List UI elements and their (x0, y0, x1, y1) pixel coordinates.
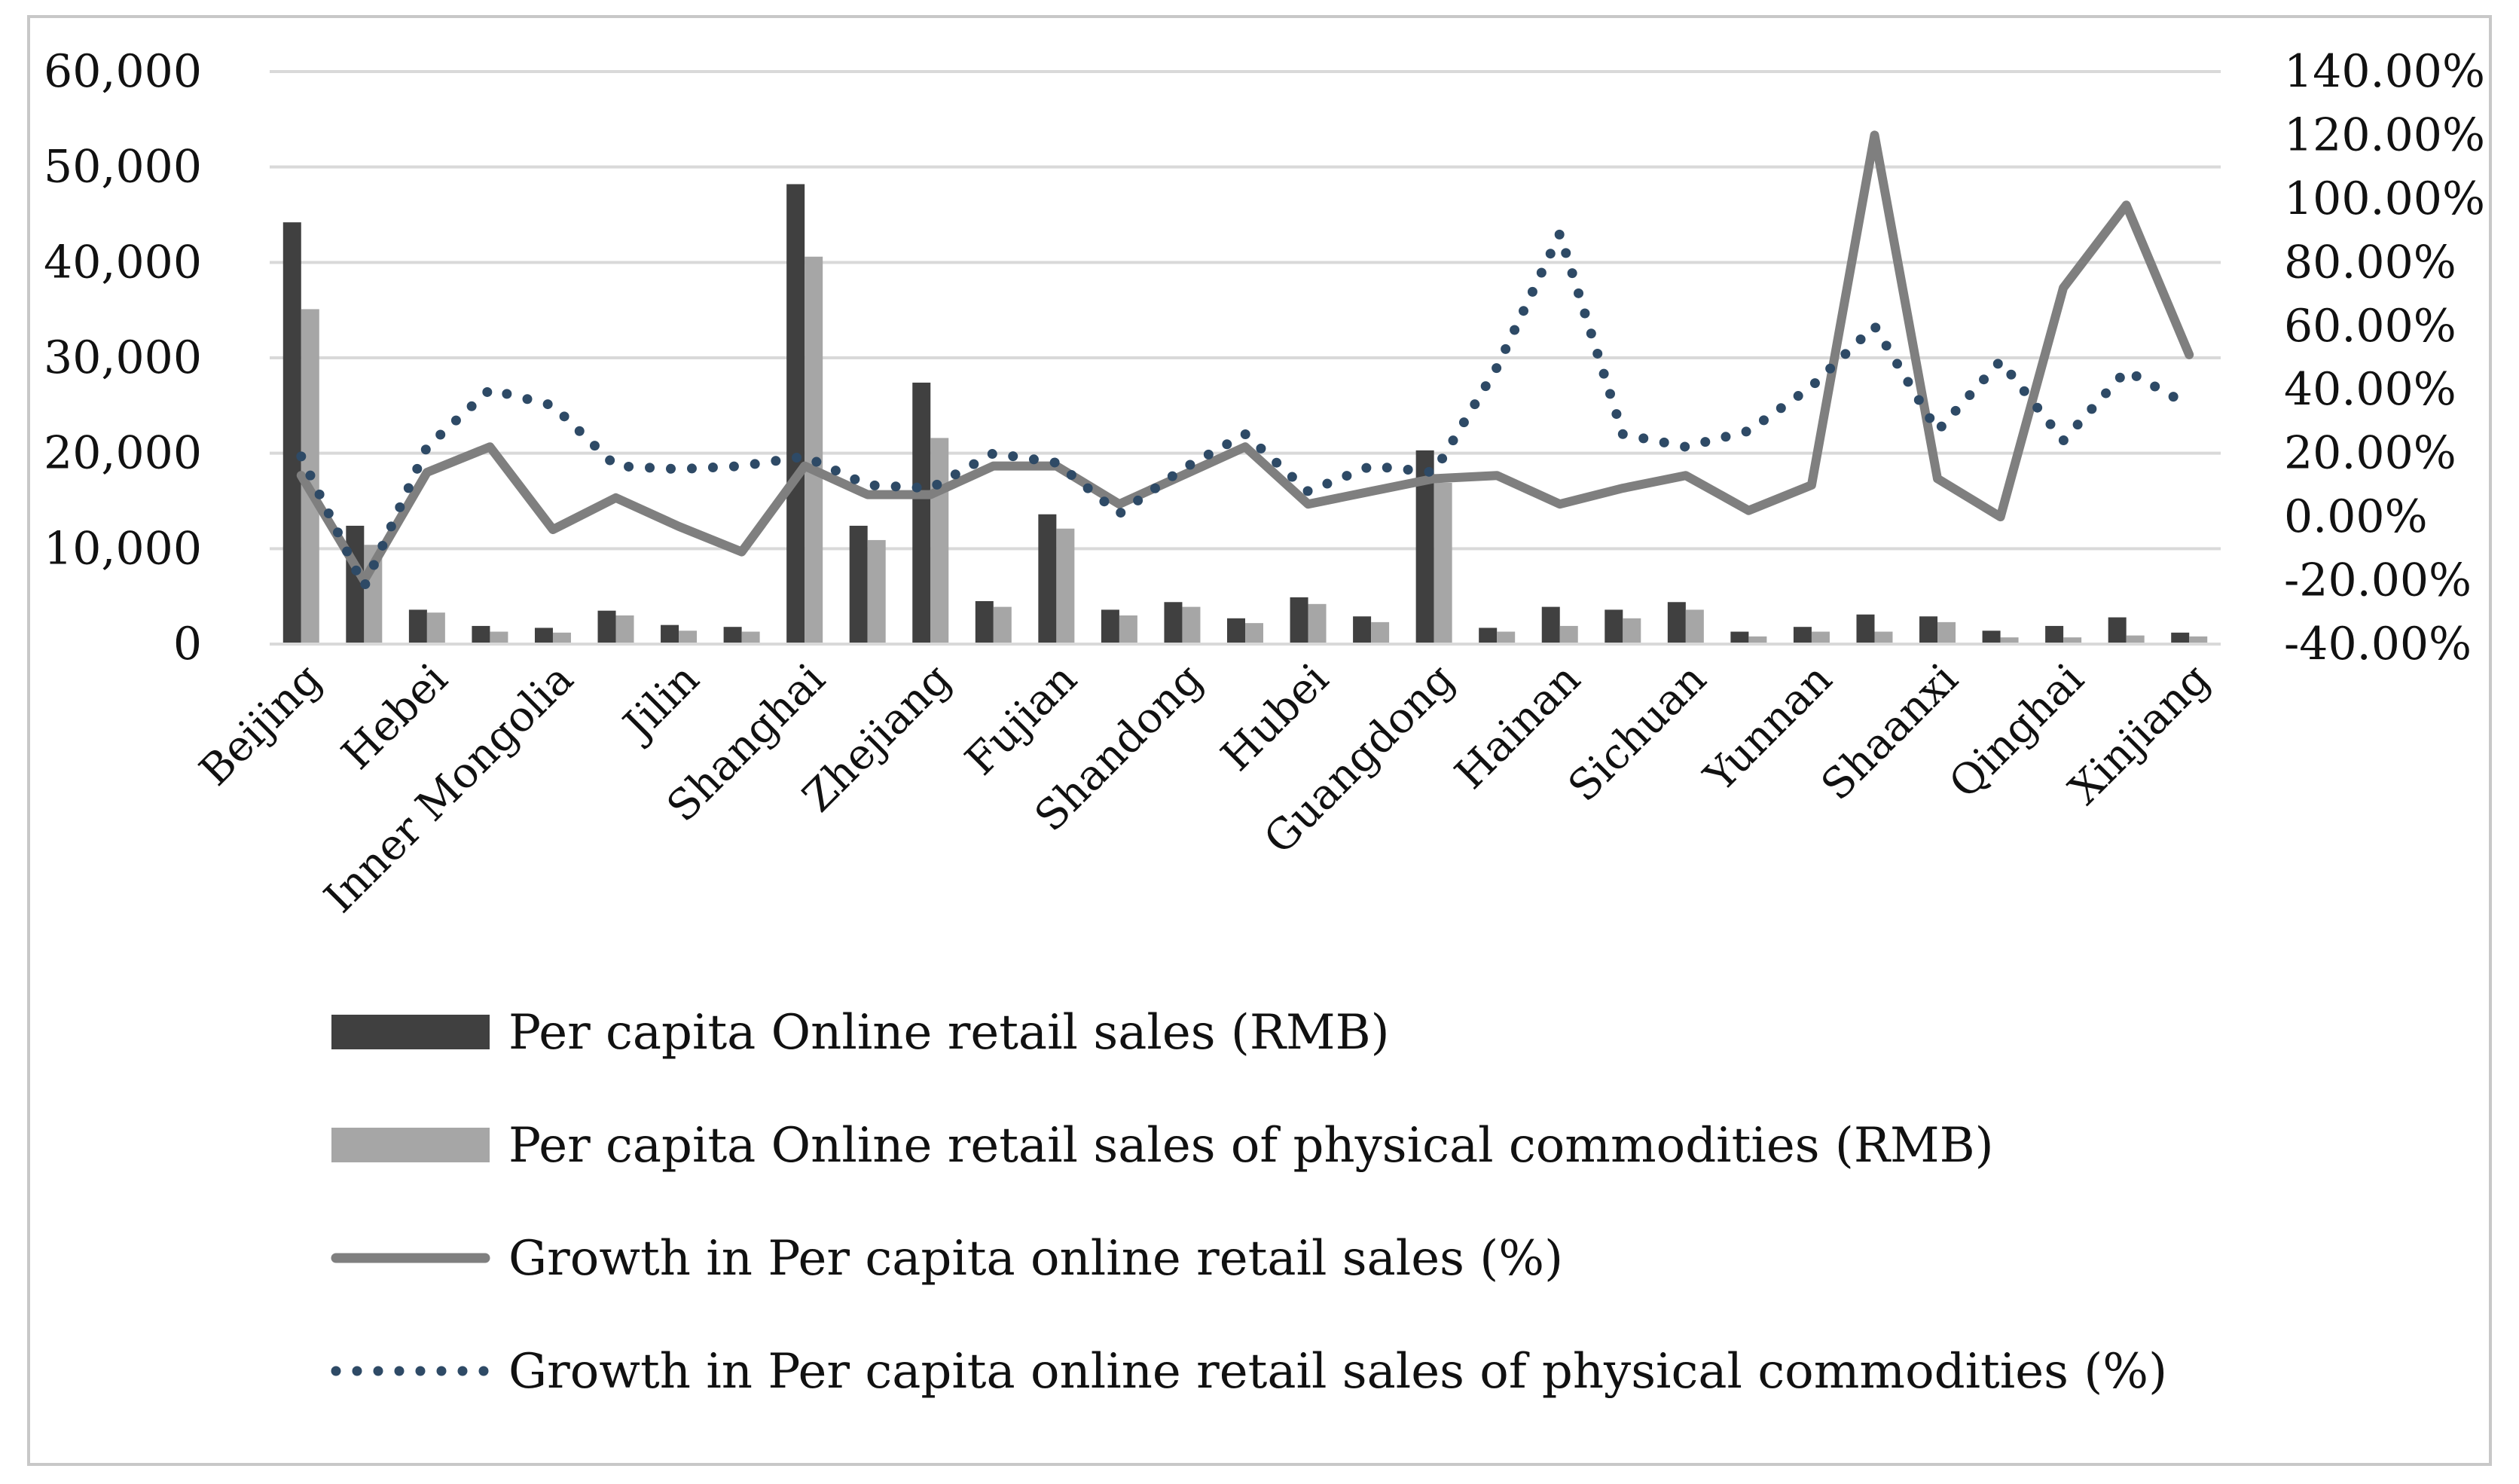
bar-online-sales (975, 601, 994, 644)
bar-physical-commodities (1434, 482, 1452, 644)
bar-online-sales (1667, 602, 1686, 644)
bar-physical-commodities (1245, 623, 1263, 644)
bar-physical-commodities (1182, 606, 1201, 644)
bar-online-sales (1227, 618, 1245, 644)
lines (296, 130, 2194, 592)
bar-physical-commodities (1119, 615, 1137, 644)
bar-online-sales (1353, 616, 1372, 644)
y-tick-label: 50,000 (44, 141, 202, 194)
bar-physical-commodities (1748, 636, 1767, 644)
line-growth-physical-commodities (296, 228, 2194, 592)
bar-online-sales (1730, 631, 1749, 644)
bar-physical-commodities (1371, 621, 1390, 644)
bar-physical-commodities (1497, 631, 1516, 644)
bar-physical-commodities (2126, 635, 2145, 644)
bar-online-sales (534, 627, 553, 644)
bar-physical-commodities (552, 632, 571, 644)
bar-online-sales (786, 184, 805, 644)
bar-online-sales (1290, 597, 1308, 644)
bar-physical-commodities (741, 631, 760, 644)
bar-physical-commodities (1308, 603, 1327, 644)
y2-tick-label: 100.00% (2284, 173, 2485, 225)
bar-physical-commodities (1811, 631, 1830, 644)
bar-online-sales (2045, 625, 2064, 644)
y2-tick-label: 60.00% (2284, 300, 2456, 353)
bar-physical-commodities (679, 631, 698, 644)
legend-swatch (331, 1015, 490, 1049)
bar-online-sales (472, 625, 490, 644)
bar-physical-commodities (930, 438, 949, 644)
bar-physical-commodities (615, 615, 634, 644)
bar-physical-commodities (1937, 621, 1956, 644)
bar-physical-commodities (2189, 636, 2208, 644)
legend-label: Growth in Per capita online retail sales… (508, 1231, 1563, 1287)
bar-online-sales (1541, 606, 1560, 644)
bar-physical-commodities (2063, 637, 2082, 644)
y-tick-label: 60,000 (44, 45, 202, 98)
bar-physical-commodities (490, 631, 508, 644)
bar-online-sales (1479, 627, 1498, 644)
bar-online-sales (1856, 614, 1875, 644)
legend-label: Per capita Online retail sales of physic… (508, 1118, 1994, 1174)
y2-tick-label: 120.00% (2284, 108, 2485, 161)
bar-online-sales (597, 610, 616, 644)
y-axis-left: 0 10,000 20,000 30,000 40,000 50,000 60,000 (44, 45, 202, 670)
bar-online-sales (1793, 627, 1812, 644)
y2-tick-label: 140.00% (2284, 45, 2485, 98)
bar-physical-commodities (426, 612, 445, 644)
line-growth-online-sales (296, 130, 2194, 585)
bars (282, 184, 2208, 645)
chart-border (27, 15, 2492, 1466)
bar-physical-commodities (2000, 637, 2019, 644)
y-tick-label: 40,000 (44, 236, 202, 289)
y-tick-label: 30,000 (44, 331, 202, 384)
y2-tick-label: -20.00% (2284, 554, 2472, 607)
bar-physical-commodities (1685, 609, 1704, 644)
bar-online-sales (2171, 632, 2190, 644)
y2-tick-label: 20.00% (2284, 427, 2456, 480)
bar-online-sales (723, 627, 742, 644)
bar-online-sales (1038, 514, 1057, 644)
bar-online-sales (2108, 617, 2127, 644)
bar-online-sales (849, 525, 868, 644)
bar-online-sales (1982, 631, 2001, 644)
bar-online-sales (408, 609, 427, 644)
legend: Per capita Online retail sales (RMB) Per … (331, 1005, 2167, 1400)
bar-online-sales (282, 222, 301, 645)
bar-online-sales (1164, 602, 1183, 644)
bar-physical-commodities (1623, 618, 1641, 644)
bar-physical-commodities (993, 606, 1012, 644)
y-tick-label: 20,000 (44, 427, 202, 480)
bar-online-sales (1101, 609, 1119, 644)
bar-online-sales (1605, 609, 1623, 644)
y-tick-label: 0 (173, 618, 202, 670)
bar-physical-commodities (1559, 625, 1578, 644)
legend-label: Growth in Per capita online retail sales… (508, 1344, 2167, 1400)
bar-physical-commodities (1874, 631, 1893, 644)
bar-physical-commodities (805, 256, 823, 644)
legend-swatch (331, 1128, 490, 1162)
y2-tick-label: 80.00% (2284, 236, 2456, 289)
bar-physical-commodities (867, 539, 886, 644)
y-axis-right: -40.00% -20.00% 0.00% 20.00% 40.00% 60.00% 80.… (2284, 45, 2485, 670)
y-tick-label: 10,000 (44, 522, 202, 575)
y2-tick-label: 0.00% (2284, 490, 2428, 543)
bar-physical-commodities (1056, 528, 1075, 644)
bar-online-sales (661, 624, 679, 644)
y2-tick-label: -40.00% (2284, 618, 2472, 670)
bar-online-sales (1919, 616, 1938, 644)
bar-online-sales (912, 382, 931, 644)
legend-label: Per capita Online retail sales (RMB) (508, 1005, 1390, 1061)
y2-tick-label: 40.00% (2284, 363, 2456, 416)
